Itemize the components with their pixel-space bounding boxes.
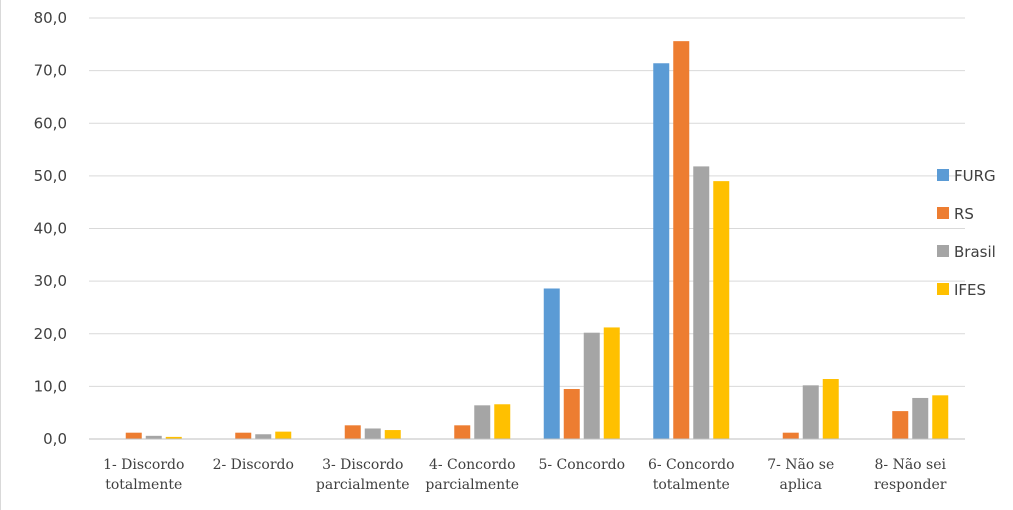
legend-swatch-ifes xyxy=(937,283,949,295)
bar-ifes-5 xyxy=(603,327,620,439)
bar-ifes-2 xyxy=(275,431,292,439)
x-tick-label: totalmente xyxy=(105,477,182,493)
x-tick-label: 3- Discordo xyxy=(322,457,403,473)
y-tick-label: 70,0 xyxy=(34,62,67,80)
legend-label-ifes: IFES xyxy=(954,281,986,299)
x-tick-label: parcialmente xyxy=(425,477,519,493)
y-tick-label: 0,0 xyxy=(43,430,67,448)
bar-rs-2 xyxy=(235,432,252,439)
legend-swatch-rs xyxy=(937,207,949,219)
bar-brasil-6 xyxy=(693,166,710,439)
legend-swatch-brasil xyxy=(937,245,949,257)
y-tick-label: 30,0 xyxy=(34,272,67,290)
bar-ifes-7 xyxy=(822,379,839,439)
bar-rs-3 xyxy=(344,425,361,439)
bar-brasil-5 xyxy=(583,332,600,439)
bar-ifes-4 xyxy=(494,404,511,439)
bar-furg-6 xyxy=(653,63,670,439)
y-tick-label: 60,0 xyxy=(34,114,67,132)
x-tick-label: 5- Concordo xyxy=(538,457,625,473)
legend: FURG RS Brasil IFES xyxy=(937,167,996,299)
bar-rs-8 xyxy=(892,411,909,439)
bar-rs-5 xyxy=(563,389,580,439)
x-axis-ticks: 1- Discordo totalmente 2- Discordo 3- Disco… xyxy=(103,457,947,493)
x-tick-label: totalmente xyxy=(653,477,730,493)
legend-label-brasil: Brasil xyxy=(954,243,996,261)
x-tick-label: aplica xyxy=(780,477,822,493)
x-tick-label: 6- Concordo xyxy=(648,457,735,473)
legend-label-furg: FURG xyxy=(954,167,996,185)
legend-swatch-furg xyxy=(937,169,949,181)
bar-ifes-3 xyxy=(384,430,401,439)
y-tick-label: 10,0 xyxy=(34,377,67,395)
x-tick-label: 1- Discordo xyxy=(103,457,184,473)
bar-ifes-6 xyxy=(713,181,730,439)
gridlines xyxy=(89,17,965,387)
bar-brasil-1 xyxy=(145,435,162,439)
x-tick-label: parcialmente xyxy=(316,477,410,493)
bar-rs-4 xyxy=(454,425,471,439)
bar-brasil-4 xyxy=(474,405,491,439)
x-tick-label: responder xyxy=(874,477,947,493)
bar-furg-5 xyxy=(543,288,560,439)
y-axis-ticks: 0,0 10,0 20,0 30,0 40,0 50,0 60,0 70,0 80,0 xyxy=(34,9,67,448)
bar-rs-6 xyxy=(673,41,690,439)
legend-label-rs: RS xyxy=(954,205,974,223)
x-tick-label: 8- Não sei xyxy=(874,457,946,473)
x-tick-label: 7- Não se xyxy=(767,457,834,473)
y-tick-label: 50,0 xyxy=(34,167,67,185)
bars xyxy=(125,41,949,439)
bar-ifes-1 xyxy=(165,436,182,439)
y-tick-label: 40,0 xyxy=(34,220,67,238)
bar-ifes-8 xyxy=(932,395,949,439)
bar-brasil-3 xyxy=(364,428,381,439)
y-tick-label: 80,0 xyxy=(34,9,67,27)
bar-brasil-8 xyxy=(912,397,929,439)
bar-rs-7 xyxy=(782,432,799,439)
bar-brasil-2 xyxy=(255,434,272,439)
y-tick-label: 20,0 xyxy=(34,325,67,343)
x-tick-label: 2- Discordo xyxy=(213,457,294,473)
bar-rs-1 xyxy=(125,432,142,439)
bar-brasil-7 xyxy=(802,385,819,439)
x-tick-label: 4- Concordo xyxy=(429,457,516,473)
